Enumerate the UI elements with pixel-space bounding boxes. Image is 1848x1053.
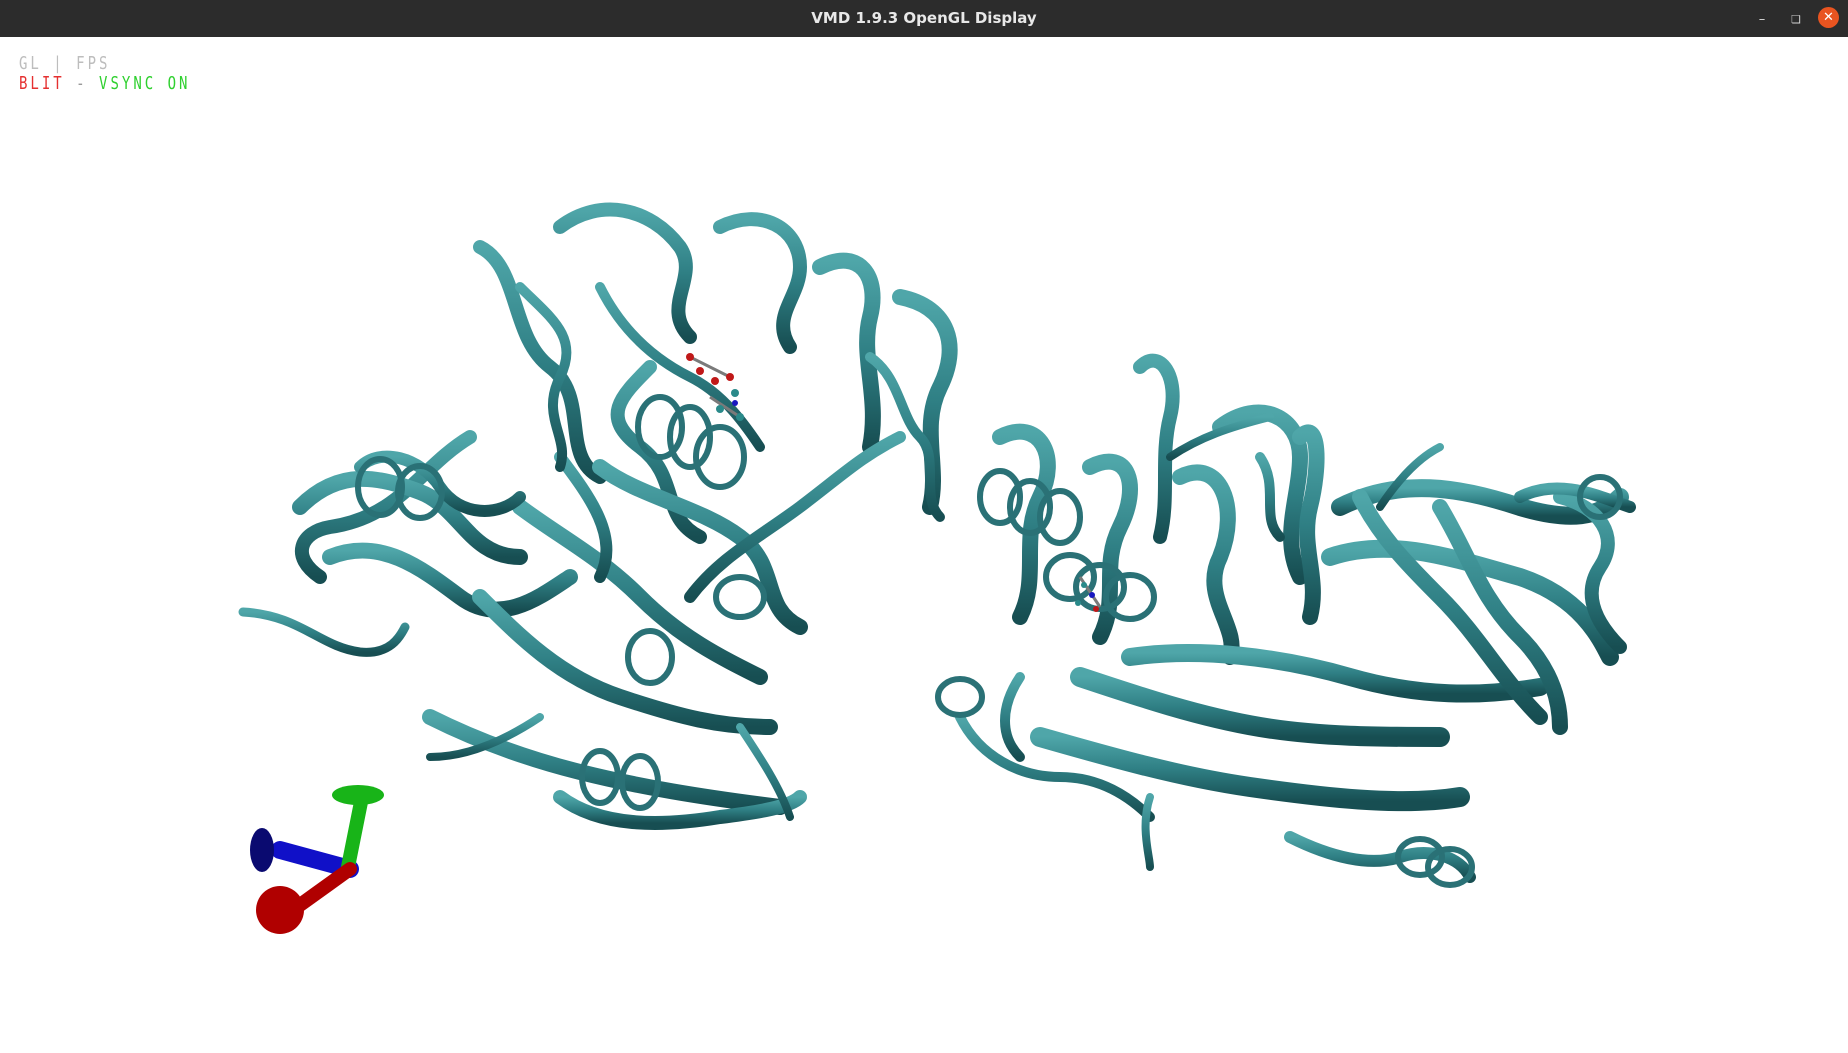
ligand-left: [686, 353, 744, 421]
molecule-scene[interactable]: [0, 37, 1848, 1053]
x-axis-arrow: [293, 862, 357, 912]
window-titlebar[interactable]: VMD 1.9.3 OpenGL Display – ❏ ✕: [0, 0, 1848, 37]
protein-helix-coils-left: [355, 394, 767, 811]
vsync-label: VSYNC ON: [99, 74, 191, 94]
blit-label: BLIT: [19, 74, 65, 94]
maximize-icon: ❏: [1791, 12, 1801, 26]
protein-ribbon-right: [955, 353, 1636, 883]
z-axis-arrow: [271, 841, 359, 878]
minimize-icon: –: [1758, 11, 1766, 27]
z-axis-head: [250, 828, 274, 872]
protein-helix-coils-right: [935, 468, 1623, 888]
close-button[interactable]: ✕: [1818, 7, 1839, 28]
y-axis-arrow: [341, 790, 369, 874]
axes-indicator: [250, 785, 384, 934]
close-icon: ✕: [1823, 10, 1834, 25]
minimize-button[interactable]: –: [1751, 8, 1773, 30]
y-axis-head: [332, 785, 384, 805]
status-separator: -: [76, 74, 88, 94]
protein-ribbon-left: [238, 202, 958, 830]
render-status: BLIT - VSYNC ON: [19, 74, 190, 94]
maximize-button[interactable]: ❏: [1785, 8, 1807, 30]
x-axis-head: [256, 886, 304, 934]
ligand-right: [1075, 576, 1102, 612]
gl-fps-readout: GL | FPS: [19, 54, 111, 74]
window-title: VMD 1.9.3 OpenGL Display: [811, 9, 1037, 27]
